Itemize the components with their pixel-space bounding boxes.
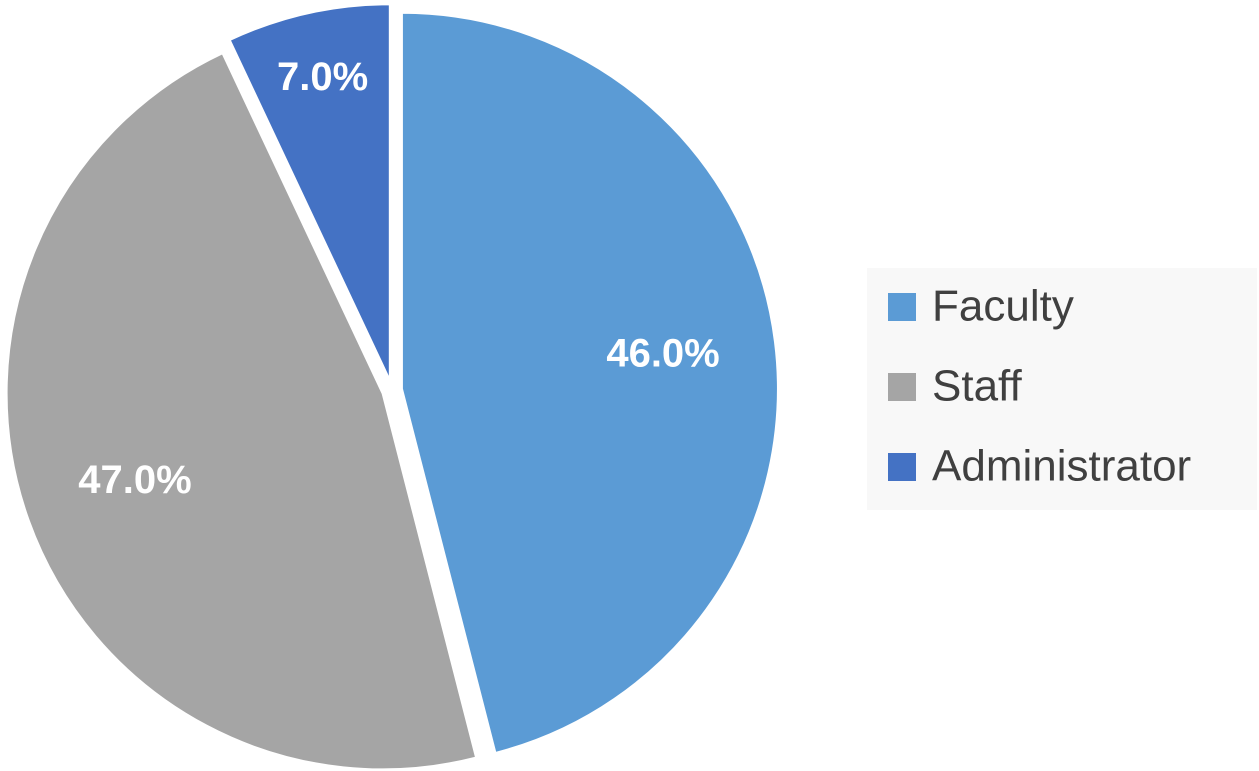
pie-slice (400, 11, 779, 755)
data-label: 47.0% (78, 458, 191, 502)
legend-box (867, 268, 1257, 510)
legend-label: Staff (932, 362, 1022, 411)
legend-label: Faculty (932, 282, 1074, 331)
legend-label: Administrator (932, 442, 1191, 491)
legend-swatch (888, 373, 916, 401)
data-label: 7.0% (277, 55, 368, 99)
legend-swatch (888, 293, 916, 321)
data-label: 46.0% (606, 331, 719, 375)
pie-slice (5, 51, 478, 771)
pie-slice (228, 3, 391, 381)
legend-swatch (888, 453, 916, 481)
